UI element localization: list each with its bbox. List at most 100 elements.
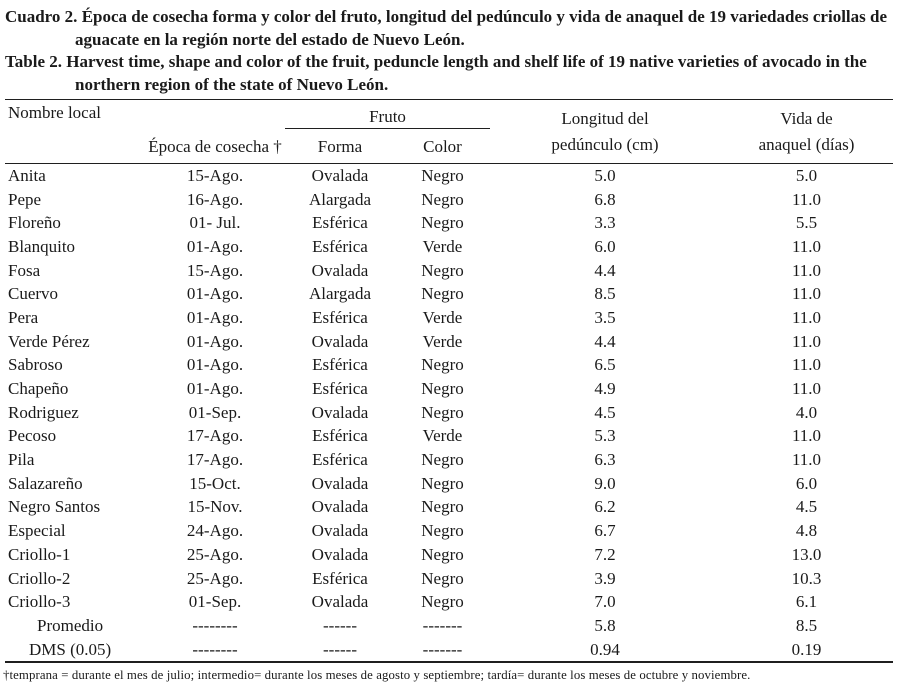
peduncle-length: 3.3 xyxy=(594,213,616,233)
variety-name: Chapeño xyxy=(8,379,69,399)
peduncle-length: 6.2 xyxy=(594,497,616,517)
fruit-color: Negro xyxy=(421,189,464,209)
shelf-life: 4.0 xyxy=(795,402,818,422)
harvest-date: 24-Ago. xyxy=(186,521,244,541)
fruit-shape: Esférica xyxy=(312,568,368,588)
shelf-life: 11.0 xyxy=(791,189,822,209)
fruit-color: Negro xyxy=(421,497,464,517)
harvest-date: 15-Ago. xyxy=(186,260,244,280)
shelf-life: 11.0 xyxy=(791,307,822,327)
harvest-date: 01-Ago. xyxy=(186,307,244,327)
peduncle-length-avg: 5.8 xyxy=(594,615,616,635)
table-row: Pepe 16-Ago. Alargada Negro 6.8 11.0 xyxy=(5,188,893,212)
variety-name: Criollo-2 xyxy=(8,568,71,588)
fruit-shape: Esférica xyxy=(312,450,368,470)
variety-name: Pila xyxy=(8,450,35,470)
shelf-life-dms: 0.19 xyxy=(791,639,822,659)
fruit-color: Negro xyxy=(421,213,464,233)
harvest-date: 17-Ago. xyxy=(186,426,244,446)
fruit-shape: Alargada xyxy=(309,189,371,209)
shelf-life: 4.5 xyxy=(795,497,818,517)
table-row: Especial 24-Ago. Ovalada Negro 6.7 4.8 xyxy=(5,519,893,543)
shelf-life: 11.0 xyxy=(791,450,822,470)
caption-spanish: Cuadro 2. Época de cosecha forma y color… xyxy=(5,6,896,51)
fruit-color: Verde xyxy=(422,307,463,327)
fruit-shape: Esférica xyxy=(312,236,368,256)
shelf-life: 5.0 xyxy=(795,165,818,185)
peduncle-length: 5.3 xyxy=(594,426,616,446)
caption-english-label: Table 2. xyxy=(5,52,63,71)
table-row: Chapeño 01-Ago. Esférica Negro 4.9 11.0 xyxy=(5,377,893,401)
shelf-life: 11.0 xyxy=(791,260,822,280)
variety-name: Negro Santos xyxy=(8,497,101,517)
table-row: Anita 15-Ago. Ovalada Negro 5.0 5.0 xyxy=(5,164,893,188)
peduncle-length: 6.5 xyxy=(594,355,616,375)
fruit-shape-dashes: ------ xyxy=(323,639,357,659)
harvest-date: 15-Oct. xyxy=(189,473,241,493)
shelf-life: 5.5 xyxy=(795,213,818,233)
harvest-date: 01-Ago. xyxy=(186,284,244,304)
peduncle-length: 8.5 xyxy=(594,284,616,304)
peduncle-length: 6.8 xyxy=(594,189,616,209)
shelf-life: 11.0 xyxy=(791,236,822,256)
fruit-color: Negro xyxy=(421,355,464,375)
peduncle-length: 4.4 xyxy=(594,260,616,280)
harvest-date: 17-Ago. xyxy=(186,450,244,470)
variety-name: Anita xyxy=(8,165,46,185)
longitud-line2: pedúnculo (cm) xyxy=(551,134,659,154)
harvest-date: 01-Sep. xyxy=(188,402,242,422)
peduncle-length: 4.4 xyxy=(594,331,616,351)
table-row: Salazareño 15-Oct. Ovalada Negro 9.0 6.0 xyxy=(5,472,893,496)
row-label-promedio: Promedio xyxy=(37,615,104,635)
shelf-life-avg: 8.5 xyxy=(795,615,818,635)
harvest-date: 15-Nov. xyxy=(187,497,243,517)
fruit-color-dashes: ------- xyxy=(422,639,463,659)
shelf-life: 10.3 xyxy=(791,568,822,588)
table-row: Blanquito 01-Ago. Esférica Verde 6.0 11.0 xyxy=(5,235,893,259)
harvest-date: 01-Ago. xyxy=(186,379,244,399)
table-row: Floreño 01- Jul. Esférica Negro 3.3 5.5 xyxy=(5,211,893,235)
fruit-color: Negro xyxy=(421,521,464,541)
shelf-life: 4.8 xyxy=(795,521,818,541)
fruit-color: Negro xyxy=(421,402,464,422)
table-row: Rodriguez 01-Sep. Ovalada Negro 4.5 4.0 xyxy=(5,401,893,425)
fruit-shape: Ovalada xyxy=(311,331,369,351)
table-captions: Cuadro 2. Época de cosecha forma y color… xyxy=(5,6,896,96)
variety-name: Pepe xyxy=(8,189,42,209)
col-header-forma: Forma xyxy=(285,128,395,164)
table-row: Pila 17-Ago. Esférica Negro 6.3 11.0 xyxy=(5,448,893,472)
fruit-color: Negro xyxy=(421,379,464,399)
peduncle-length: 4.5 xyxy=(594,402,616,422)
peduncle-length: 6.0 xyxy=(594,236,616,256)
fruit-shape: Esférica xyxy=(312,426,368,446)
table-row: Criollo-3 01-Sep. Ovalada Negro 7.0 6.1 xyxy=(5,590,893,614)
variety-name: Fosa xyxy=(8,260,41,280)
table-row: Verde Pérez 01-Ago. Ovalada Verde 4.4 11.0 xyxy=(5,330,893,354)
table-row: Criollo-2 25-Ago. Esférica Negro 3.9 10.3 xyxy=(5,567,893,591)
fruit-shape: Esférica xyxy=(312,213,368,233)
fruit-shape-dashes: ------ xyxy=(323,615,357,635)
shelf-life: 13.0 xyxy=(791,544,822,564)
table-row: Sabroso 01-Ago. Esférica Negro 6.5 11.0 xyxy=(5,354,893,378)
fruit-color: Negro xyxy=(421,592,464,612)
variety-name: Pera xyxy=(8,307,39,327)
fruit-shape: Esférica xyxy=(312,307,368,327)
variety-name: Sabroso xyxy=(8,355,63,375)
table-body: Anita 15-Ago. Ovalada Negro 5.0 5.0 Pepe 16-Ag… xyxy=(5,164,893,663)
caption-english: Table 2. Harvest time, shape and color o… xyxy=(5,51,896,96)
caption-english-text: Harvest time, shape and color of the fru… xyxy=(66,52,867,94)
fruit-color: Negro xyxy=(421,473,464,493)
col-header-longitud-pedunculo: Longitud del pedúnculo (cm) xyxy=(490,99,720,164)
variety-name: Especial xyxy=(8,521,66,541)
shelf-life: 11.0 xyxy=(791,426,822,446)
harvest-date: 25-Ago. xyxy=(186,544,244,564)
col-header-vida-anaquel: Vida de anaquel (días) xyxy=(720,99,893,164)
col-group-header-fruto: Fruto xyxy=(285,99,490,129)
fruit-shape: Alargada xyxy=(309,284,371,304)
peduncle-length: 7.0 xyxy=(594,592,616,612)
harvest-date: 01- Jul. xyxy=(189,213,241,233)
table-footnote: †temprana = durante el mes de julio; int… xyxy=(3,668,751,683)
harvest-date: 16-Ago. xyxy=(186,189,244,209)
shelf-life: 11.0 xyxy=(791,379,822,399)
harvest-date: 01-Ago. xyxy=(186,236,244,256)
